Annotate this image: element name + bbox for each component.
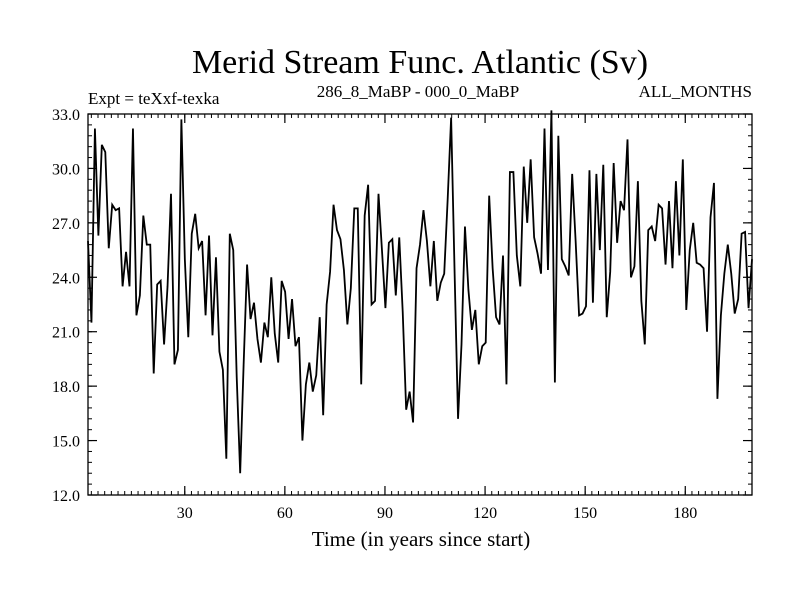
x-tick-label: 180: [673, 505, 697, 522]
x-tick-label: 30: [177, 505, 193, 522]
y-tick-label: 27.0: [52, 216, 80, 233]
x-tick-label: 120: [473, 505, 497, 522]
y-tick-label: 33.0: [52, 107, 80, 124]
x-tick-label: 90: [377, 505, 393, 522]
series-line: [87, 110, 753, 474]
plot-area: 30 60 90 120 150 180 12.0 15.0 18.0 21.0 24.0 27.0 3…: [52, 107, 753, 522]
y-tick-label: 21.0: [52, 325, 80, 342]
period-label: 286_8_MaBP - 000_0_MaBP: [317, 82, 519, 101]
experiment-label: Expt = teXxf-texka: [88, 89, 220, 108]
x-tick-label: 60: [277, 505, 293, 522]
y-tick-label: 12.0: [52, 488, 80, 505]
chart-title: Merid Stream Func. Atlantic (Sv): [192, 44, 648, 81]
plot-frame: [87, 113, 753, 496]
y-tick-label: 18.0: [52, 379, 80, 396]
x-tick-label: 150: [573, 505, 597, 522]
y-tick-label: 30.0: [52, 161, 80, 178]
y-tick-label: 24.0: [52, 270, 80, 287]
months-label: ALL_MONTHS: [639, 82, 752, 101]
y-tick-label: 15.0: [52, 434, 80, 451]
x-axis-label: Time (in years since start): [312, 527, 531, 551]
